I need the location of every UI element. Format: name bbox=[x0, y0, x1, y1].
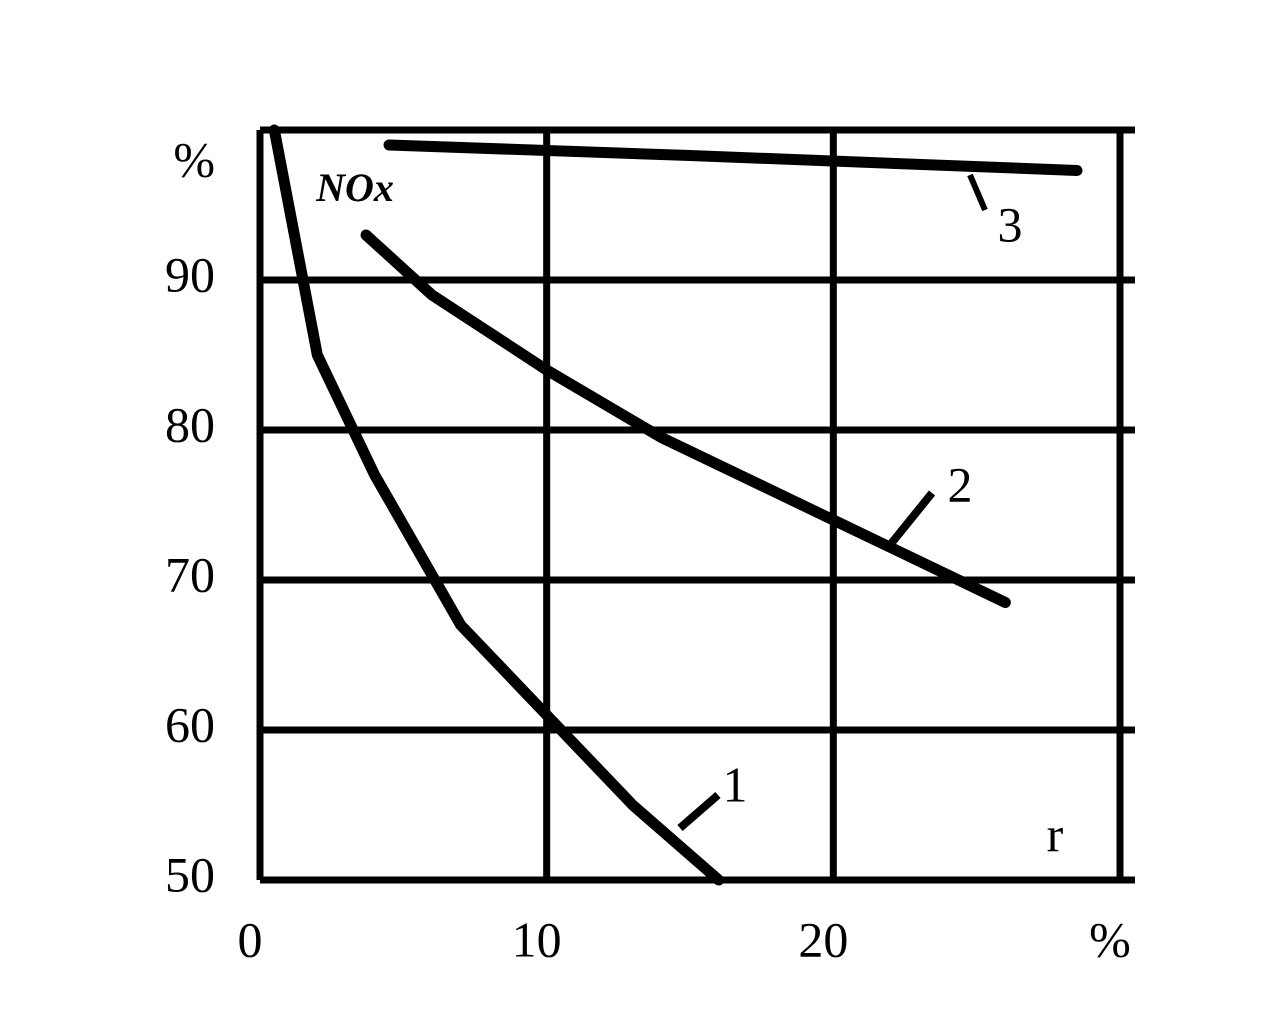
leader-line bbox=[967, 173, 988, 212]
series-label: 3 bbox=[998, 196, 1023, 252]
annotation: NOx bbox=[315, 165, 394, 210]
y-tick-label: 80 bbox=[165, 396, 215, 452]
leader-line bbox=[677, 791, 721, 832]
leader-line bbox=[886, 490, 936, 548]
series-label: 1 bbox=[723, 756, 748, 812]
y-tick-label: 90 bbox=[165, 246, 215, 302]
y-tick-label: 70 bbox=[165, 546, 215, 602]
y-tick-label: 60 bbox=[165, 696, 215, 752]
y-tick-label: % bbox=[173, 131, 215, 187]
data-line bbox=[383, 139, 1083, 176]
x-axis-label: r bbox=[1047, 806, 1064, 862]
x-tick-label: % bbox=[1089, 911, 1131, 967]
x-tick-label: 0 bbox=[238, 911, 263, 967]
series-label: 2 bbox=[948, 456, 973, 512]
data-line bbox=[268, 124, 725, 886]
x-tick-label: 10 bbox=[512, 911, 562, 967]
x-tick-label: 20 bbox=[798, 911, 848, 967]
y-tick-label: 50 bbox=[165, 846, 215, 902]
data-line bbox=[360, 229, 1011, 608]
